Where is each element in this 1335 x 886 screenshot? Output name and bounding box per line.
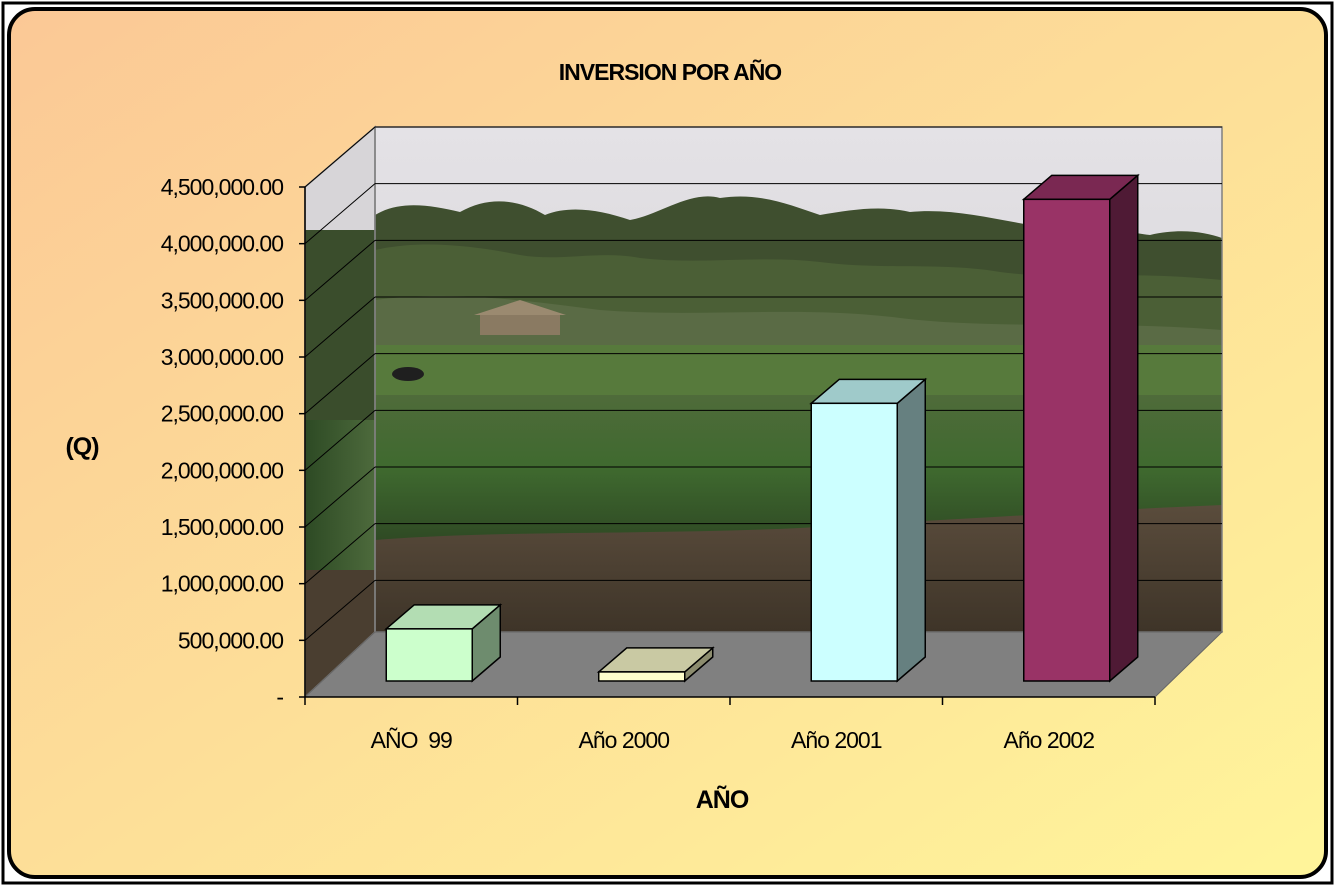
gridline-side bbox=[304, 296, 376, 358]
axis-ticks bbox=[299, 186, 1156, 705]
chart-title: INVERSION POR AÑO bbox=[559, 58, 782, 85]
x-tick-label: Año 2000 bbox=[579, 727, 670, 753]
x-tick-label: AÑO 99 bbox=[371, 727, 452, 753]
gridline-side bbox=[304, 126, 376, 188]
y-tick-label: 4,000,000.00 bbox=[161, 231, 284, 257]
gridline-side bbox=[304, 409, 376, 471]
gridline-side bbox=[304, 523, 376, 585]
gridline-side bbox=[304, 353, 376, 415]
x-axis-title: AÑO bbox=[696, 784, 749, 814]
bar-3 bbox=[809, 377, 928, 683]
bar-side-face bbox=[1109, 173, 1139, 683]
bar-4 bbox=[1021, 173, 1140, 683]
y-tick-label: 1,000,000.00 bbox=[161, 571, 284, 597]
y-tick-label: 4,500,000.00 bbox=[161, 174, 284, 200]
gridline-side bbox=[304, 239, 376, 301]
bar-front-face bbox=[810, 402, 898, 682]
bars bbox=[384, 173, 1140, 683]
bar-2 bbox=[596, 646, 715, 683]
y-tick-label: 500,000.00 bbox=[178, 627, 283, 653]
y-axis-title: (Q) bbox=[65, 433, 99, 461]
y-tick-label: - bbox=[276, 684, 283, 710]
y-tick-label: 3,000,000.00 bbox=[161, 344, 284, 370]
bar-side-face bbox=[896, 377, 926, 683]
gridline-side bbox=[304, 466, 376, 528]
y-tick-label: 2,000,000.00 bbox=[161, 457, 284, 483]
gridline-side bbox=[304, 579, 376, 641]
bar-front-face bbox=[385, 628, 473, 682]
bar-front-face bbox=[598, 671, 686, 682]
side-wall-landscape bbox=[305, 127, 375, 697]
bar-1 bbox=[384, 603, 503, 683]
bar-front-face bbox=[1023, 198, 1111, 682]
y-tick-label: 2,500,000.00 bbox=[161, 401, 284, 427]
y-tick-label: 3,500,000.00 bbox=[161, 287, 284, 313]
gridline-side bbox=[304, 183, 376, 245]
x-tick-label: Año 2002 bbox=[1004, 727, 1095, 753]
y-tick-label: 1,500,000.00 bbox=[161, 514, 284, 540]
x-tick-label: Año 2001 bbox=[791, 727, 882, 753]
